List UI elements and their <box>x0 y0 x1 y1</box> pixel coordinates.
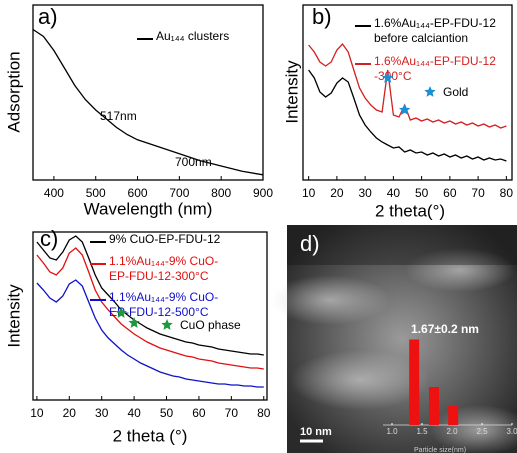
x-tick-label: 50 <box>160 406 174 420</box>
x-tick-label: 20 <box>63 406 77 420</box>
x-tick-label: 800 <box>211 186 231 200</box>
x-tick-label: 700 <box>169 186 189 200</box>
x-tick-label: 20 <box>330 186 344 200</box>
plot-frame <box>32 4 264 181</box>
x-tick-label: 50 <box>415 186 429 200</box>
plot-frame <box>302 4 513 181</box>
peak-marker <box>128 317 140 328</box>
data-line <box>308 69 507 162</box>
x-tick-label: 70 <box>225 406 239 420</box>
x-tick-label: 10 <box>30 406 44 420</box>
x-tick-label: 3.0 <box>506 427 517 436</box>
x-tick-label: 80 <box>257 406 271 420</box>
panel-label: a) <box>38 4 58 29</box>
legend-label: Au₁₄₄ clusters <box>156 29 229 43</box>
x-tick-label: 2.5 <box>476 427 488 436</box>
legend-label: 9% CuO-EP-FDU-12 <box>109 232 221 246</box>
data-line <box>32 28 264 176</box>
data-line <box>36 247 264 370</box>
legend-label: 1.6%Au₁₄₄-EP-FDU-12 <box>374 54 496 68</box>
x-tick-label: 40 <box>387 186 401 200</box>
tem-texture <box>290 350 430 410</box>
bar <box>429 387 439 425</box>
panel-label: d) <box>300 231 320 256</box>
tem-texture <box>287 225 517 265</box>
bar <box>448 406 459 425</box>
x-axis-label: 2 theta(°) <box>375 201 445 220</box>
data-line <box>36 235 264 356</box>
inset-title: 1.67±0.2 nm <box>411 322 479 336</box>
legend-label: CuO phase <box>180 318 241 332</box>
annotation: 517nm <box>100 109 137 123</box>
x-tick-label: 600 <box>128 186 148 200</box>
legend-label: 1.6%Au₁₄₄-EP-FDU-12 <box>374 16 496 30</box>
x-axis-label: Particle size(nm) <box>414 447 466 453</box>
x-tick-label: 10 <box>302 186 316 200</box>
peak-marker <box>382 72 394 83</box>
tem-texture <box>405 248 515 292</box>
annotation: 10 nm <box>300 426 332 438</box>
x-tick-label: 30 <box>358 186 372 200</box>
panel-label: c) <box>40 226 58 251</box>
panel-label: b) <box>312 4 332 29</box>
tem-texture <box>270 275 390 325</box>
legend-label: EP-FDU-12-300°C <box>109 269 209 283</box>
y-axis-label: Adsorption <box>4 51 23 132</box>
legend-label: Gold <box>443 85 468 99</box>
x-tick-label: 80 <box>500 186 514 200</box>
x-tick-label: 70 <box>471 186 485 200</box>
data-line <box>36 279 264 388</box>
x-tick-label: 400 <box>44 186 64 200</box>
peak-marker <box>115 307 127 318</box>
legend-marker <box>161 319 173 330</box>
x-axis-label: 2 theta (°) <box>113 426 188 445</box>
x-tick-label: 40 <box>127 406 141 420</box>
y-axis-label: Intensity <box>282 60 301 124</box>
legend-marker <box>424 86 436 97</box>
legend-label: before calciantion <box>374 31 468 45</box>
x-tick-label: 60 <box>192 406 206 420</box>
legend-label: 1.1%Au₁₄₄-9% CuO- <box>109 290 218 304</box>
y-axis-label: Intensity <box>4 284 23 348</box>
x-tick-label: 60 <box>443 186 457 200</box>
plot-frame <box>32 231 268 401</box>
x-tick-label: 1.5 <box>416 427 428 436</box>
annotation: 700nm <box>175 155 212 169</box>
legend-label: EP-FDU-12-500°C <box>109 305 209 319</box>
legend-label: 1.1%Au₁₄₄-9% CuO- <box>109 254 218 268</box>
peak-marker <box>399 104 411 115</box>
x-tick-label: 30 <box>95 406 109 420</box>
bar <box>409 339 420 425</box>
x-tick-label: 1.0 <box>386 427 398 436</box>
x-tick-label: 500 <box>86 186 106 200</box>
x-axis-label: Wavelength (nm) <box>84 199 213 218</box>
x-tick-label: 2.0 <box>446 427 458 436</box>
x-tick-label: 900 <box>253 186 273 200</box>
